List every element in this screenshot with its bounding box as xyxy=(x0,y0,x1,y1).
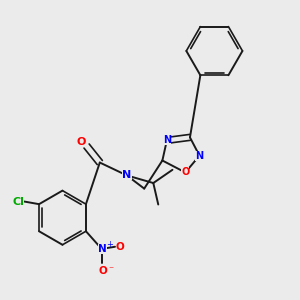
Text: O: O xyxy=(116,242,125,252)
Text: O: O xyxy=(181,167,190,178)
Text: ⁻: ⁻ xyxy=(108,266,113,275)
Text: +: + xyxy=(106,240,113,249)
Text: N: N xyxy=(122,170,131,180)
Text: Cl: Cl xyxy=(12,196,24,206)
Text: O: O xyxy=(77,137,86,147)
Text: N: N xyxy=(163,135,171,146)
Text: N: N xyxy=(98,244,107,254)
Text: O: O xyxy=(98,266,107,275)
Text: N: N xyxy=(195,151,203,160)
